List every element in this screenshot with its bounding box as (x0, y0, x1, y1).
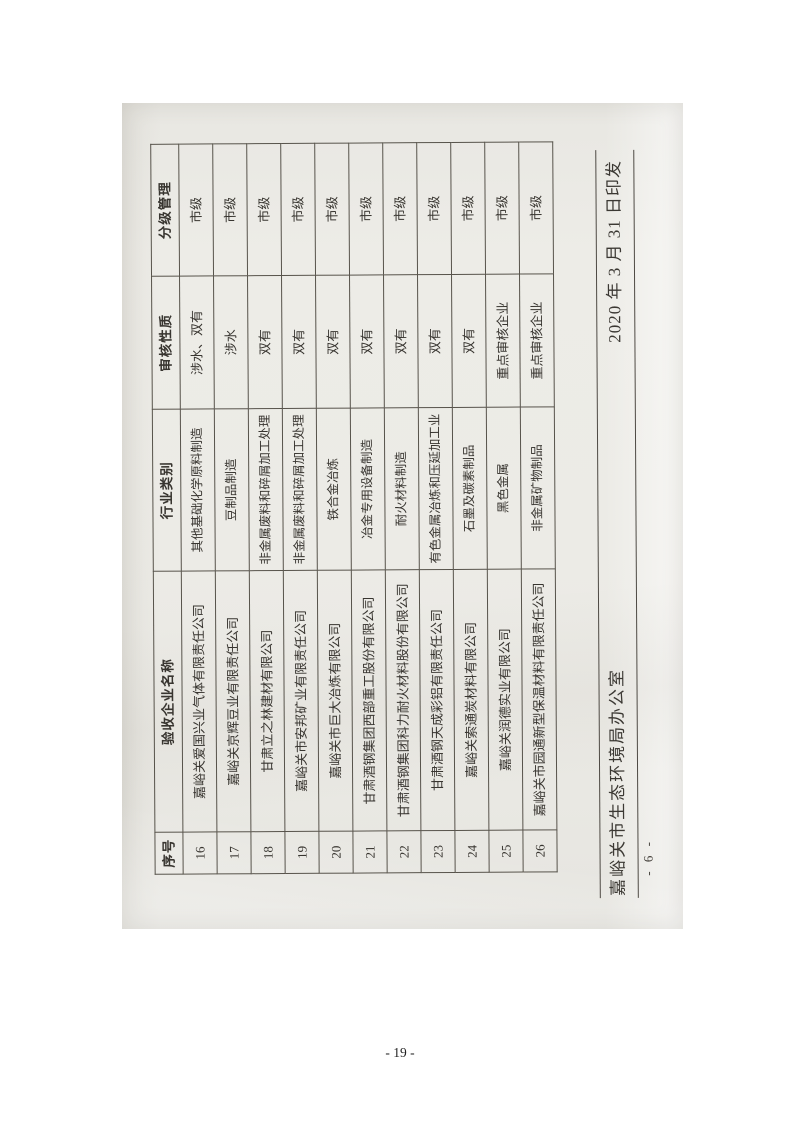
industry-category-cell: 耐火材料制造 (384, 407, 420, 570)
table-row: 19 嘉峪关市安邦矿业有限责任公司 非金属废料和碎屑加工处理 双有 市级 (280, 143, 320, 874)
industry-category-cell: 其他基础化学原料制造 (180, 408, 216, 572)
table-row: 25 嘉峪关润德实业有限公司 黑色金属 重点审核企业 市级 (484, 142, 524, 873)
audit-nature-cell: 双有 (417, 274, 453, 408)
industry-category-cell: 冶金专用设备制造 (350, 407, 386, 571)
industry-category-cell: 有色金属冶炼和压延加工业 (418, 407, 454, 570)
management-level-cell: 市级 (484, 142, 520, 275)
audit-nature-cell: 重点审核企业 (485, 274, 521, 408)
management-level-cell: 市级 (348, 142, 384, 276)
row-number-cell: 16 (182, 831, 218, 875)
table-header-row: 序号 验收企业名称 行业类别 审核性质 分级管理 (150, 144, 184, 875)
management-level-cell: 市级 (450, 142, 486, 275)
table-row: 16 嘉峪关爱国兴业气体有限责任公司 其他基础化学原料制造 涉水、双有 市级 (178, 143, 218, 875)
company-name-cell: 嘉峪关爱国兴业气体有限责任公司 (181, 570, 217, 833)
table-row: 21 甘肃酒钢集团西部重工股份有限公司 冶金专用设备制造 双有 市级 (348, 142, 388, 874)
table-row: 18 甘肃立之林建材有限公司 非金属废料和碎屑加工处理 双有 市级 (246, 143, 286, 874)
row-number-cell: 17 (216, 831, 252, 874)
table-row: 17 嘉峪关京辉豆业有限责任公司 豆制品制造 涉水 市级 (212, 143, 252, 874)
table-header-cell: 审核性质 (151, 276, 181, 410)
row-number-cell: 22 (386, 830, 422, 873)
outer-page-number: - 19 - (385, 1045, 415, 1060)
table-row: 26 嘉峪关市园通新型保温材料有限责任公司 非金属矿物制品 重点审核企业 市级 (518, 141, 558, 873)
company-name-cell: 嘉峪关市巨大冶炼有限公司 (317, 570, 353, 832)
audit-nature-cell: 双有 (383, 274, 419, 408)
management-level-cell: 市级 (280, 143, 316, 276)
audit-nature-cell: 双有 (281, 275, 317, 409)
table-row: 23 甘肃酒钢天成彩铝有限责任公司 有色金属冶炼和压延加工业 双有 市级 (416, 142, 456, 873)
management-level-cell: 市级 (382, 142, 418, 275)
company-name-cell: 嘉峪关市安邦矿业有限责任公司 (283, 570, 319, 832)
management-level-cell: 市级 (314, 143, 350, 276)
inner-page-number: - 6 - (640, 839, 656, 876)
row-number-cell: 19 (284, 831, 320, 874)
industry-category-cell: 非金属废料和碎屑加工处理 (248, 408, 284, 571)
management-level-cell: 市级 (416, 142, 452, 275)
management-level-cell: 市级 (246, 143, 282, 276)
audit-nature-cell: 涉水 (213, 275, 249, 409)
table-row: 24 嘉峪关索通炭材料有限公司 石墨及碳素制品 双有 市级 (450, 142, 490, 873)
industry-category-cell: 非金属矿物制品 (520, 406, 556, 570)
audit-nature-cell: 双有 (315, 275, 351, 409)
table-header-cell: 序号 (154, 832, 184, 875)
industry-category-cell: 豆制品制造 (214, 408, 250, 571)
company-name-cell: 嘉峪关市园通新型保温材料有限责任公司 (521, 568, 557, 831)
industry-category-cell: 非金属废料和碎屑加工处理 (282, 408, 318, 571)
row-number-cell: 21 (352, 830, 388, 874)
table-header-cell: 分级管理 (150, 144, 180, 277)
management-level-cell: 市级 (212, 143, 248, 276)
scanned-paper: 序号 验收企业名称 行业类别 审核性质 分级管理 16 嘉峪关爱国兴业气体有限责任公司 其他… (122, 103, 683, 929)
audit-nature-cell: 涉水、双有 (179, 275, 215, 410)
row-number-cell: 26 (522, 829, 558, 873)
audit-nature-cell: 双有 (247, 275, 283, 409)
company-name-cell: 甘肃立之林建材有限公司 (249, 570, 285, 832)
row-number-cell: 23 (420, 830, 456, 873)
table-header-cell: 验收企业名称 (153, 571, 183, 833)
row-number-cell: 20 (318, 831, 354, 874)
company-name-cell: 甘肃酒钢集团科力耐火材料股份有限公司 (385, 569, 421, 831)
industry-category-cell: 铁合金冶炼 (316, 408, 352, 571)
industry-category-cell: 黑色金属 (486, 407, 522, 570)
row-number-cell: 25 (488, 830, 524, 873)
table-row: 20 嘉峪关市巨大冶炼有限公司 铁合金冶炼 双有 市级 (314, 143, 354, 874)
management-level-cell: 市级 (178, 143, 214, 277)
company-name-cell: 甘肃酒钢集团西部重工股份有限公司 (351, 569, 387, 832)
acceptance-company-table: 序号 验收企业名称 行业类别 审核性质 分级管理 16 嘉峪关爱国兴业气体有限责任公司 其他… (150, 141, 558, 875)
audit-nature-cell: 重点审核企业 (519, 273, 555, 408)
row-number-cell: 24 (454, 830, 490, 873)
row-number-cell: 18 (250, 831, 286, 874)
company-name-cell: 嘉峪关润德实业有限公司 (487, 569, 523, 831)
company-name-cell: 嘉峪关京辉豆业有限责任公司 (215, 570, 251, 832)
audit-nature-cell: 双有 (451, 274, 487, 408)
management-level-cell: 市级 (518, 141, 554, 275)
company-name-cell: 甘肃酒钢天成彩铝有限责任公司 (419, 569, 455, 831)
audit-nature-cell: 双有 (349, 274, 385, 409)
industry-category-cell: 石墨及碳素制品 (452, 407, 488, 570)
table-header-cell: 行业类别 (152, 409, 182, 572)
issuing-office-text: 嘉峪关市生态环境局办公室 (607, 667, 628, 897)
print-date-text: 2020 年 3 月 31 日印发 (604, 159, 625, 343)
table-row: 22 甘肃酒钢集团科力耐火材料股份有限公司 耐火材料制造 双有 市级 (382, 142, 422, 873)
company-name-cell: 嘉峪关索通炭材料有限公司 (453, 569, 489, 831)
rotated-document-content: 序号 验收企业名称 行业类别 审核性质 分级管理 16 嘉峪关爱国兴业气体有限责任公司 其他… (117, 100, 683, 929)
